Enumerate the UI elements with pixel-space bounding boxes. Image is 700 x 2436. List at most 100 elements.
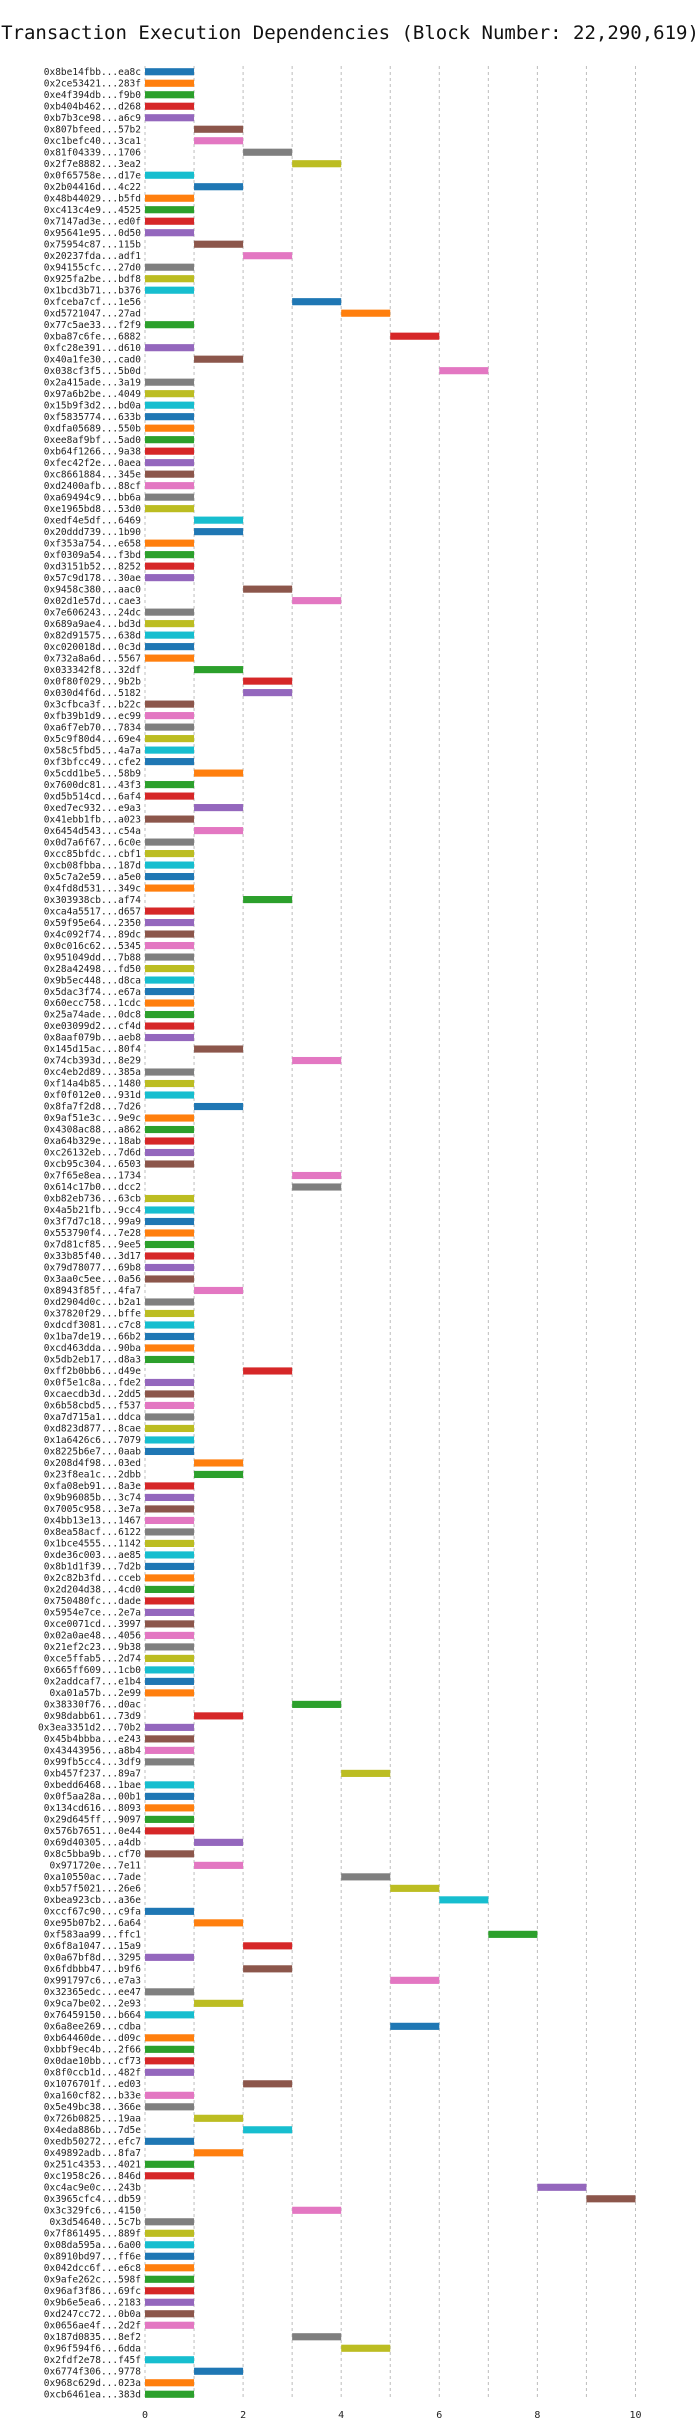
transaction-bar — [390, 2022, 440, 2030]
y-tick-label: 0x02a0ae48...4056 — [44, 1631, 142, 1642]
transaction-bar — [439, 367, 489, 375]
transaction-bar — [145, 2287, 195, 2295]
transaction-bar — [390, 1884, 440, 1892]
transaction-bar — [145, 987, 195, 996]
transaction-bar — [145, 1355, 195, 1364]
y-tick-label: 0x75954c87...115b — [44, 239, 142, 250]
transaction-bar — [145, 712, 195, 720]
transaction-bar — [145, 1953, 195, 1961]
transaction-bar — [145, 1620, 195, 1628]
transaction-bar — [194, 1102, 244, 1111]
y-tick-label: 0xcc85bfdc...cbf1 — [44, 849, 142, 860]
y-tick-label: 0xbedd6468...1bae — [44, 1780, 142, 1791]
y-tick-label: 0x0a67bf8d...3295 — [44, 1953, 141, 1964]
y-tick-label: 0x1ba7de19...66b2 — [44, 1332, 141, 1343]
y-tick-label: 0x1a6426c6...7079 — [44, 1435, 142, 1446]
y-tick-label: 0x02d1e57d...cae3 — [44, 596, 141, 607]
y-tick-label: 0x60ecc758...1cdc — [44, 998, 141, 1009]
y-tick-label: 0x8943f85f...4fa7 — [44, 1286, 141, 1297]
y-tick-label: 0x2ce53421...283f — [44, 78, 141, 89]
y-tick-label: 0x1bcd3b71...b376 — [44, 285, 142, 296]
y-tick-label: 0x98dabb61...73d9 — [44, 1711, 142, 1722]
y-tick-label: 0x28a42498...fd50 — [44, 964, 142, 975]
transaction-bar — [194, 1045, 244, 1053]
x-tick-label: 8 — [534, 2410, 540, 2421]
transaction-bar — [145, 1551, 195, 1559]
transaction-bar — [145, 700, 195, 708]
y-tick-label: 0xd823d877...8cae — [44, 1424, 142, 1435]
transaction-bar — [145, 562, 195, 570]
transaction-bar — [145, 1217, 195, 1226]
transaction-bar — [243, 2126, 293, 2134]
y-tick-label: 0x689a9ae4...bd3d — [44, 619, 141, 630]
y-tick-label: 0x38330f76...d0ac — [44, 1700, 141, 1711]
transaction-bar — [145, 413, 195, 421]
transaction-bar — [145, 620, 195, 628]
transaction-bar — [145, 2160, 195, 2168]
transaction-bar — [145, 79, 195, 87]
y-tick-label: 0xb82eb736...63cb — [44, 1194, 142, 1205]
chart-title: Transaction Execution Dependencies (Bloc… — [1, 22, 699, 44]
y-tick-label: 0xc26132eb...7d6d — [44, 1148, 141, 1159]
y-tick-label: 0xc4eb2d89...385a — [44, 1067, 141, 1078]
y-tick-label: 0x6b58cbd5...f537 — [44, 1401, 141, 1412]
y-tick-label: 0x042dcc6f...e6c8 — [44, 2263, 142, 2274]
transaction-bar — [194, 528, 244, 536]
transaction-bar — [145, 1746, 195, 1754]
transaction-bar — [145, 781, 195, 789]
transaction-bar — [194, 2114, 244, 2122]
y-tick-label: 0xd5b514cd...6af4 — [44, 791, 142, 802]
y-tick-label: 0x5dac3f74...e67a — [44, 987, 141, 998]
transaction-bar — [194, 355, 244, 363]
transaction-bar — [145, 286, 195, 294]
transaction-bar — [194, 2149, 244, 2157]
y-tick-label: 0xa69494c9...bb6a — [44, 492, 141, 503]
y-tick-label: 0x9b96085b...3c74 — [44, 1493, 142, 1504]
y-tick-label: 0x2f7e8882...3ea2 — [44, 159, 141, 170]
y-tick-label: 0x9afe262c...598f — [44, 2274, 141, 2285]
transaction-bar — [145, 574, 195, 582]
y-tick-label: 0x08da595a...6a00 — [44, 2240, 142, 2251]
y-tick-label: 0x6454d543...c54a — [44, 826, 141, 837]
transaction-bar — [243, 1965, 293, 1973]
transaction-bar — [243, 677, 293, 685]
y-tick-label: 0xa10550ac...7ade — [44, 1872, 142, 1883]
transaction-bar — [145, 539, 195, 547]
transaction-bar — [243, 1942, 293, 1950]
y-tick-label: 0x6fdbbb47...b9f6 — [44, 1964, 142, 1975]
transaction-bar — [145, 1631, 195, 1639]
transaction-bar — [145, 1758, 195, 1766]
y-tick-label: 0x8225b6e7...0aab — [44, 1447, 142, 1458]
transaction-bar — [145, 941, 195, 950]
transaction-bar — [194, 827, 244, 835]
transaction-bar — [145, 1539, 195, 1547]
transaction-bar — [145, 1332, 195, 1341]
y-tick-label: 0x7600dc81...43f3 — [44, 780, 141, 791]
y-tick-label: 0x49892adb...8fa7 — [44, 2148, 141, 2159]
transaction-bar — [145, 1022, 195, 1030]
y-tick-label: 0xedf4e5df...6469 — [44, 515, 142, 526]
y-tick-label: 0x0c016c62...5345 — [44, 941, 141, 952]
x-tick-label: 10 — [629, 2410, 641, 2421]
y-tick-label: 0x9af51e3c...9e9c — [44, 1113, 141, 1124]
transaction-bar — [145, 2356, 195, 2364]
y-tick-label: 0xde36c003...ae85 — [44, 1550, 141, 1561]
transaction-bar — [145, 1574, 195, 1582]
transaction-bar — [390, 1976, 440, 1984]
transaction-bar — [145, 68, 195, 76]
transaction-bar — [145, 608, 195, 616]
y-tick-label: 0x968c629d...023a — [44, 2378, 141, 2389]
transaction-bar — [292, 2333, 342, 2341]
y-tick-label: 0xc413c4e9...4525 — [44, 205, 141, 216]
y-tick-label: 0x9b5ec448...d8ca — [44, 975, 141, 986]
y-tick-label: 0x750480fc...dade — [44, 1596, 142, 1607]
transaction-bar — [145, 1206, 195, 1214]
y-tick-label: 0x576b7651...0e44 — [44, 1826, 142, 1837]
y-tick-label: 0x3f7d7c18...99a9 — [44, 1217, 142, 1228]
y-tick-label: 0x6f8a1047...15a9 — [44, 1941, 142, 1952]
y-tick-label: 0xd2400afb...88cf — [44, 481, 141, 492]
y-tick-label: 0x7e606243...24dc — [44, 607, 141, 618]
y-tick-label: 0x96f594f6...6dda — [44, 2343, 141, 2354]
y-tick-label: 0xe4f394db...f9b0 — [44, 90, 142, 101]
transaction-bar — [390, 332, 440, 340]
